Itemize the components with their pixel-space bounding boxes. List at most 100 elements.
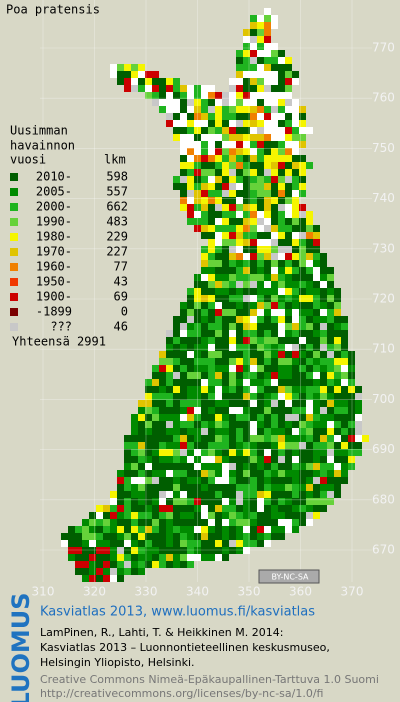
map-cell <box>222 281 229 288</box>
map-cell <box>271 260 278 267</box>
empty-cell <box>180 113 187 120</box>
map-cell <box>201 554 208 561</box>
map-cell <box>215 400 222 407</box>
empty-cell <box>187 155 194 162</box>
map-cell <box>264 400 271 407</box>
legend-swatch <box>10 233 18 241</box>
map-cell <box>222 246 229 253</box>
map-cell <box>278 225 285 232</box>
map-cell <box>103 526 110 533</box>
empty-cell <box>201 134 208 141</box>
map-cell <box>173 78 180 85</box>
map-cell <box>75 568 82 575</box>
map-cell <box>285 169 292 176</box>
legend-label: 1950- <box>36 275 72 289</box>
map-cell <box>201 428 208 435</box>
map-cell <box>215 190 222 197</box>
map-cell <box>271 435 278 442</box>
empty-cell <box>208 519 215 526</box>
legend-swatch <box>10 278 18 286</box>
empty-cell <box>250 295 257 302</box>
map-cell <box>180 533 187 540</box>
map-cell <box>103 547 110 554</box>
map-cell <box>320 302 327 309</box>
map-cell <box>285 225 292 232</box>
map-cell <box>145 484 152 491</box>
map-cell <box>313 463 320 470</box>
map-cell <box>271 225 278 232</box>
map-cell <box>327 309 334 316</box>
map-cell <box>306 323 313 330</box>
map-cell <box>236 274 243 281</box>
map-cell <box>250 50 257 57</box>
map-cell <box>124 547 131 554</box>
empty-cell <box>264 71 271 78</box>
map-cell <box>271 505 278 512</box>
empty-cell <box>201 512 208 519</box>
map-cell <box>264 288 271 295</box>
map-cell <box>152 421 159 428</box>
map-cell <box>264 351 271 358</box>
map-cell <box>334 323 341 330</box>
map-cell <box>306 267 313 274</box>
map-cell <box>257 155 264 162</box>
map-cell <box>306 484 313 491</box>
empty-cell <box>271 15 278 22</box>
map-cell <box>194 442 201 449</box>
map-cell <box>187 484 194 491</box>
map-cell <box>292 204 299 211</box>
map-cell <box>362 435 369 442</box>
map-cell <box>201 176 208 183</box>
map-cell <box>320 267 327 274</box>
map-cell <box>278 316 285 323</box>
map-cell <box>236 267 243 274</box>
map-cell <box>82 533 89 540</box>
map-cell <box>208 120 215 127</box>
map-cell <box>229 106 236 113</box>
map-cell <box>285 239 292 246</box>
map-cell <box>243 463 250 470</box>
map-cell <box>222 218 229 225</box>
empty-cell <box>201 456 208 463</box>
map-cell <box>201 414 208 421</box>
map-cell <box>222 134 229 141</box>
empty-cell <box>236 246 243 253</box>
map-cell <box>285 407 292 414</box>
empty-cell <box>285 211 292 218</box>
map-cell <box>271 106 278 113</box>
map-cell <box>229 274 236 281</box>
map-cell <box>299 281 306 288</box>
map-cell <box>180 358 187 365</box>
map-cell <box>250 456 257 463</box>
map-cell <box>264 134 271 141</box>
empty-cell <box>236 183 243 190</box>
map-cell <box>285 71 292 78</box>
map-cell <box>278 50 285 57</box>
map-cell <box>243 442 250 449</box>
map-cell <box>257 519 264 526</box>
citation-line: Kasviatlas 2013 – Luonnontieteellinen ke… <box>40 641 330 654</box>
map-cell <box>250 337 257 344</box>
map-cell <box>341 463 348 470</box>
map-cell <box>229 526 236 533</box>
map-cell <box>271 176 278 183</box>
license-badge: BY-NC-SA <box>258 569 320 584</box>
map-cell <box>187 540 194 547</box>
map-cell <box>166 351 173 358</box>
map-cell <box>194 225 201 232</box>
map-cell <box>173 505 180 512</box>
map-cell <box>229 393 236 400</box>
map-cell <box>278 78 285 85</box>
y-tick-label: 680 <box>372 492 395 506</box>
map-cell <box>173 470 180 477</box>
map-cell <box>236 442 243 449</box>
map-cell <box>243 302 250 309</box>
map-cell <box>173 386 180 393</box>
map-cell <box>201 337 208 344</box>
map-cell <box>348 463 355 470</box>
map-cell <box>159 85 166 92</box>
map-cell <box>250 281 257 288</box>
map-cell <box>236 190 243 197</box>
map-cell <box>250 372 257 379</box>
empty-cell <box>250 316 257 323</box>
